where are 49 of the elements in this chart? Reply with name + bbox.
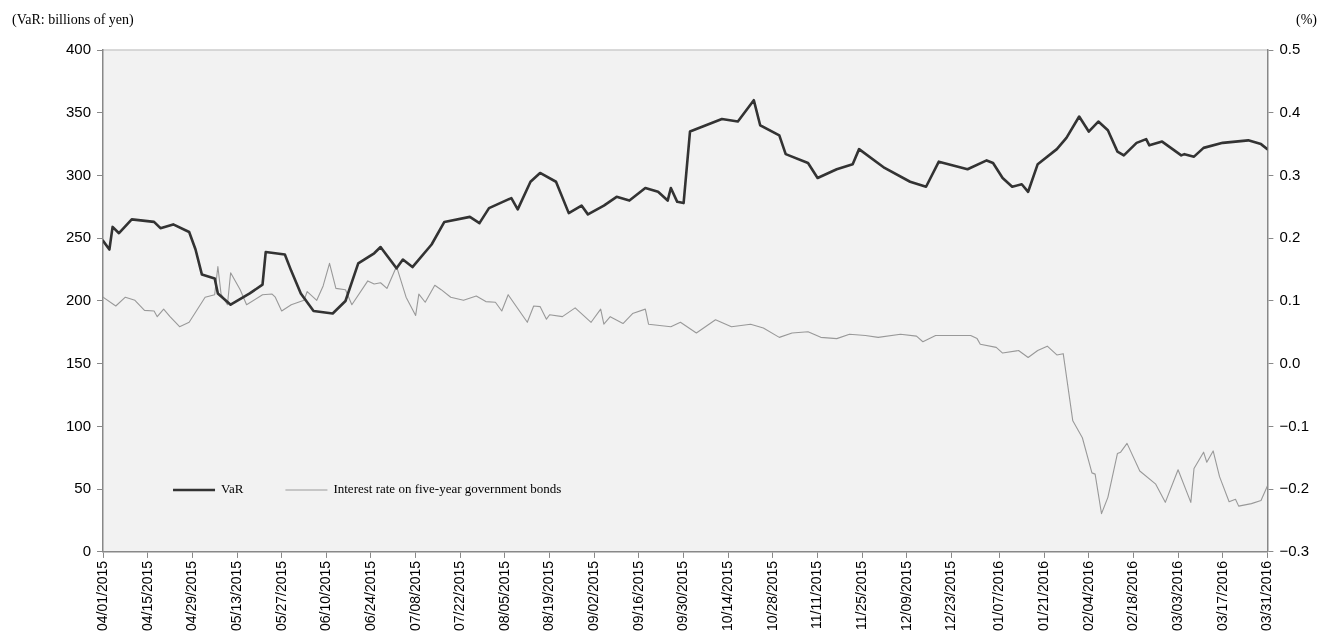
x-tick-label: 05/27/2015 [272, 560, 289, 632]
y2-tick-label: −0.3 [1279, 542, 1310, 560]
x-tick-label: 11/11/2015 [808, 560, 825, 629]
y-tick-label: 300 [66, 165, 92, 183]
x-tick-label: 10/14/2015 [719, 560, 736, 632]
legend-label: VaR [221, 481, 244, 497]
y-tick-label: 100 [66, 416, 92, 434]
y-tick-label: 350 [66, 102, 92, 120]
y-tick-label: 0 [82, 542, 92, 560]
x-tick-label: 02/04/2016 [1079, 560, 1096, 632]
y2-tick-label: −0.2 [1279, 479, 1310, 497]
x-tick-label: 02/18/2016 [1124, 560, 1141, 632]
x-tick-label: 09/30/2015 [674, 560, 691, 632]
y2-tick-label: 0.3 [1279, 165, 1301, 183]
x-tick-label: 10/28/2015 [763, 560, 780, 632]
y2-axis-title: (%) [1296, 11, 1318, 28]
x-tick-label: 01/21/2016 [1034, 560, 1051, 632]
x-tick-label: 12/23/2015 [942, 560, 959, 632]
y-tick-label: 250 [66, 228, 92, 246]
x-tick-label: 06/24/2015 [361, 560, 378, 632]
x-tick-label: 08/05/2015 [495, 560, 512, 632]
y2-tick-label: 0.2 [1279, 228, 1301, 246]
y-tick-label: 200 [66, 291, 92, 309]
x-tick-label: 03/31/2016 [1258, 560, 1275, 632]
y2-tick-label: 0.1 [1279, 291, 1301, 309]
x-tick-label: 04/15/2015 [138, 560, 155, 632]
x-tick-label: 05/13/2015 [227, 560, 244, 632]
y2-tick-label: 0.4 [1279, 102, 1301, 120]
y2-tick-label: −0.1 [1279, 416, 1310, 434]
y-axis-title: (VaR: billions of yen) [12, 11, 135, 28]
x-tick-label: 03/03/2016 [1168, 560, 1185, 632]
y-tick-label: 50 [74, 479, 92, 497]
x-tick-label: 03/17/2016 [1213, 560, 1230, 632]
x-tick-label: 04/29/2015 [183, 560, 200, 632]
x-tick-label: 01/07/2016 [990, 560, 1007, 632]
x-tick-label: 07/22/2015 [451, 560, 468, 632]
x-tick-label: 12/09/2015 [897, 560, 914, 632]
y-tick-label: 400 [66, 40, 92, 58]
y2-tick-label: 0.0 [1279, 353, 1301, 371]
x-tick-label: 08/19/2015 [540, 560, 557, 632]
y2-tick-label: 0.5 [1279, 40, 1301, 58]
y-tick-label: 150 [66, 353, 92, 371]
x-tick-label: 07/08/2015 [406, 560, 423, 632]
legend-label: Interest rate on five-year government bonds [333, 481, 562, 497]
x-tick-label: 09/02/2015 [585, 560, 602, 632]
x-tick-label: 11/25/2015 [853, 560, 870, 630]
x-tick-label: 04/01/2015 [93, 560, 110, 632]
x-tick-label: 06/10/2015 [317, 560, 334, 632]
x-tick-label: 09/16/2015 [629, 560, 646, 632]
